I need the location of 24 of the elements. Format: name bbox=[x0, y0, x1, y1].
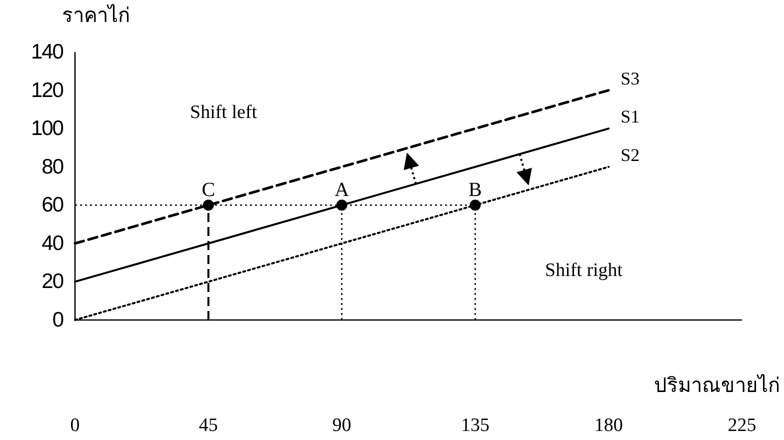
y-tick-label: 0 bbox=[52, 308, 64, 332]
x-tick-label: 45 bbox=[198, 415, 218, 436]
annotation: A bbox=[334, 179, 350, 202]
y-tick-label: 40 bbox=[42, 232, 64, 255]
y-tick-label: 100 bbox=[30, 117, 64, 140]
x-axis-title: ปริมาณขายไก่ bbox=[654, 374, 780, 397]
x-tick-label: 90 bbox=[332, 415, 352, 436]
annotation: C bbox=[202, 179, 216, 202]
y-tick-label: 60 bbox=[42, 194, 64, 217]
y-tick-label: 120 bbox=[30, 78, 64, 102]
y-tick-label: 20 bbox=[42, 270, 64, 294]
x-tick-label: 0 bbox=[70, 415, 80, 436]
annotation: Shift right bbox=[545, 260, 624, 281]
x-tick-label: 225 bbox=[728, 415, 756, 436]
series-label: S2 bbox=[620, 144, 640, 165]
annotation: B bbox=[468, 179, 482, 202]
annotation: Shift left bbox=[190, 102, 258, 123]
x-tick-label: 135 bbox=[460, 415, 490, 436]
series-label: S3 bbox=[620, 68, 640, 88]
x-tick-label: 180 bbox=[594, 415, 623, 436]
y-tick-label: 140 bbox=[30, 40, 64, 64]
y-tick-label: 80 bbox=[42, 155, 64, 178]
y-axis-title: ราคาไก่ bbox=[62, 4, 130, 27]
series-label: S1 bbox=[620, 106, 640, 127]
